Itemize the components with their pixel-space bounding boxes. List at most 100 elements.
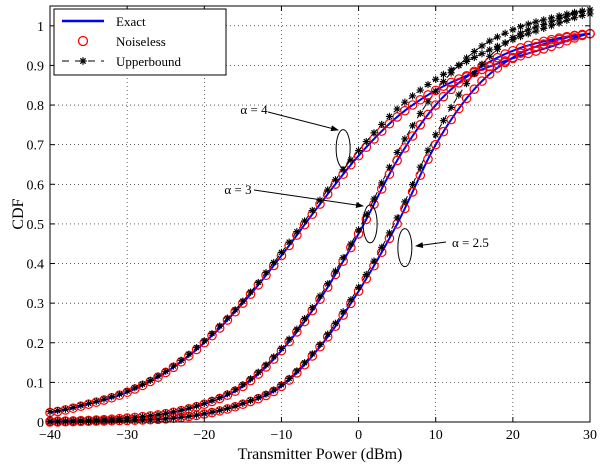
noiseless-marker	[492, 63, 503, 73]
upperbound-marker	[300, 315, 309, 323]
asterisk-stroke	[425, 81, 431, 88]
y-tick-label: 0.5	[27, 218, 45, 233]
asterisk-stroke	[386, 230, 393, 236]
asterisk-stroke	[131, 384, 138, 391]
upperbound-marker	[308, 304, 316, 312]
upperbound-marker	[470, 69, 478, 77]
y-tick-label: 0.4	[27, 258, 45, 273]
asterisk-stroke	[463, 55, 470, 61]
asterisk-stroke	[324, 187, 331, 193]
upperbound-marker	[424, 146, 432, 154]
upperbound-marker	[370, 195, 378, 203]
upperbound-marker	[378, 120, 386, 129]
asterisk-stroke	[371, 258, 377, 265]
exact-series-line	[49, 32, 591, 414]
asterisk-stroke	[70, 404, 77, 411]
upperbound-marker	[385, 163, 394, 171]
asterisk-stroke	[309, 304, 316, 311]
upperbound-marker	[131, 416, 139, 424]
asterisk-stroke	[502, 30, 509, 37]
upperbound-marker	[563, 12, 571, 20]
asterisk-stroke	[62, 406, 69, 413]
asterisk-stroke	[332, 176, 339, 183]
upperbound-marker	[100, 395, 108, 403]
upperbound-marker	[192, 344, 201, 352]
annotation-arrow	[253, 189, 364, 208]
upperbound-marker	[324, 280, 332, 288]
asterisk-stroke	[417, 110, 424, 117]
grid-lines	[50, 6, 590, 422]
noiseless-marker	[438, 91, 449, 102]
upperbound-marker	[84, 417, 93, 425]
upperbound-marker	[231, 306, 239, 314]
asterisk-stroke	[185, 405, 192, 412]
x-tick-label: −20	[193, 428, 215, 443]
asterisk-stroke	[332, 268, 339, 274]
asterisk-stroke	[224, 405, 231, 412]
asterisk-stroke	[193, 344, 200, 351]
asterisk-stroke	[193, 403, 200, 409]
asterisk-stroke	[525, 21, 532, 28]
asterisk-stroke	[77, 418, 84, 425]
asterisk-stroke	[209, 330, 215, 337]
asterisk-stroke	[263, 361, 269, 368]
asterisk-stroke	[247, 397, 254, 404]
upperbound-marker	[92, 397, 100, 405]
upperbound-marker	[216, 322, 224, 330]
upperbound-marker	[555, 15, 563, 23]
asterisk-stroke	[347, 157, 354, 163]
plot-area-frame	[49, 5, 591, 423]
annotation-ellipse	[362, 204, 378, 244]
upperbound-marker	[462, 80, 471, 88]
asterisk-stroke	[286, 336, 293, 342]
noiseless-marker	[500, 57, 510, 68]
asterisk-stroke	[139, 381, 146, 388]
asterisk-stroke	[124, 388, 131, 395]
asterisk-stroke	[309, 350, 316, 357]
asterisk-stroke	[270, 259, 277, 266]
upperbound-marker	[223, 404, 232, 412]
upperbound-marker	[316, 292, 324, 300]
upperbound-marker	[447, 69, 455, 77]
upperbound-marker	[401, 98, 409, 106]
upperbound-marker	[262, 390, 270, 398]
axis-ticks	[49, 6, 591, 423]
asterisk-stroke	[563, 13, 570, 20]
asterisk-stroke	[378, 179, 385, 186]
asterisk-stroke	[224, 390, 231, 397]
upperbound-marker	[192, 402, 201, 410]
upperbound-marker	[246, 288, 255, 296]
noiseless-marker	[446, 84, 456, 95]
exact-series-line	[49, 32, 591, 423]
asterisk-stroke	[471, 54, 478, 61]
annotation-arrow	[415, 241, 447, 249]
asterisk-stroke	[178, 407, 185, 414]
upperbound-marker	[169, 362, 178, 370]
asterisk-stroke	[270, 387, 277, 393]
upperbound-marker	[239, 297, 247, 305]
upperbound-marker	[570, 10, 579, 18]
upperbound-marker	[270, 258, 278, 267]
asterisk-stroke	[486, 46, 493, 53]
asterisk-stroke	[162, 368, 169, 375]
upperbound-marker	[154, 372, 162, 380]
upperbound-marker	[162, 415, 170, 423]
upperbound-marker	[84, 399, 93, 407]
noiseless-marker	[430, 100, 441, 110]
upperbound-marker	[331, 176, 340, 184]
asterisk-stroke	[162, 410, 169, 417]
asterisk-stroke	[324, 280, 331, 287]
asterisk-stroke	[448, 69, 455, 76]
asterisk-stroke	[201, 400, 208, 407]
y-tick-label: 0.6	[27, 178, 45, 193]
asterisk-stroke	[216, 407, 223, 414]
upperbound-marker	[138, 380, 147, 388]
noiseless-marker	[415, 94, 426, 105]
noiseless-marker	[515, 48, 526, 58]
upperbound-marker	[270, 353, 278, 361]
noiseless-marker	[454, 103, 464, 114]
asterisk-stroke	[293, 228, 300, 235]
upperbound-marker	[100, 417, 108, 425]
upperbound-marker	[470, 47, 478, 56]
